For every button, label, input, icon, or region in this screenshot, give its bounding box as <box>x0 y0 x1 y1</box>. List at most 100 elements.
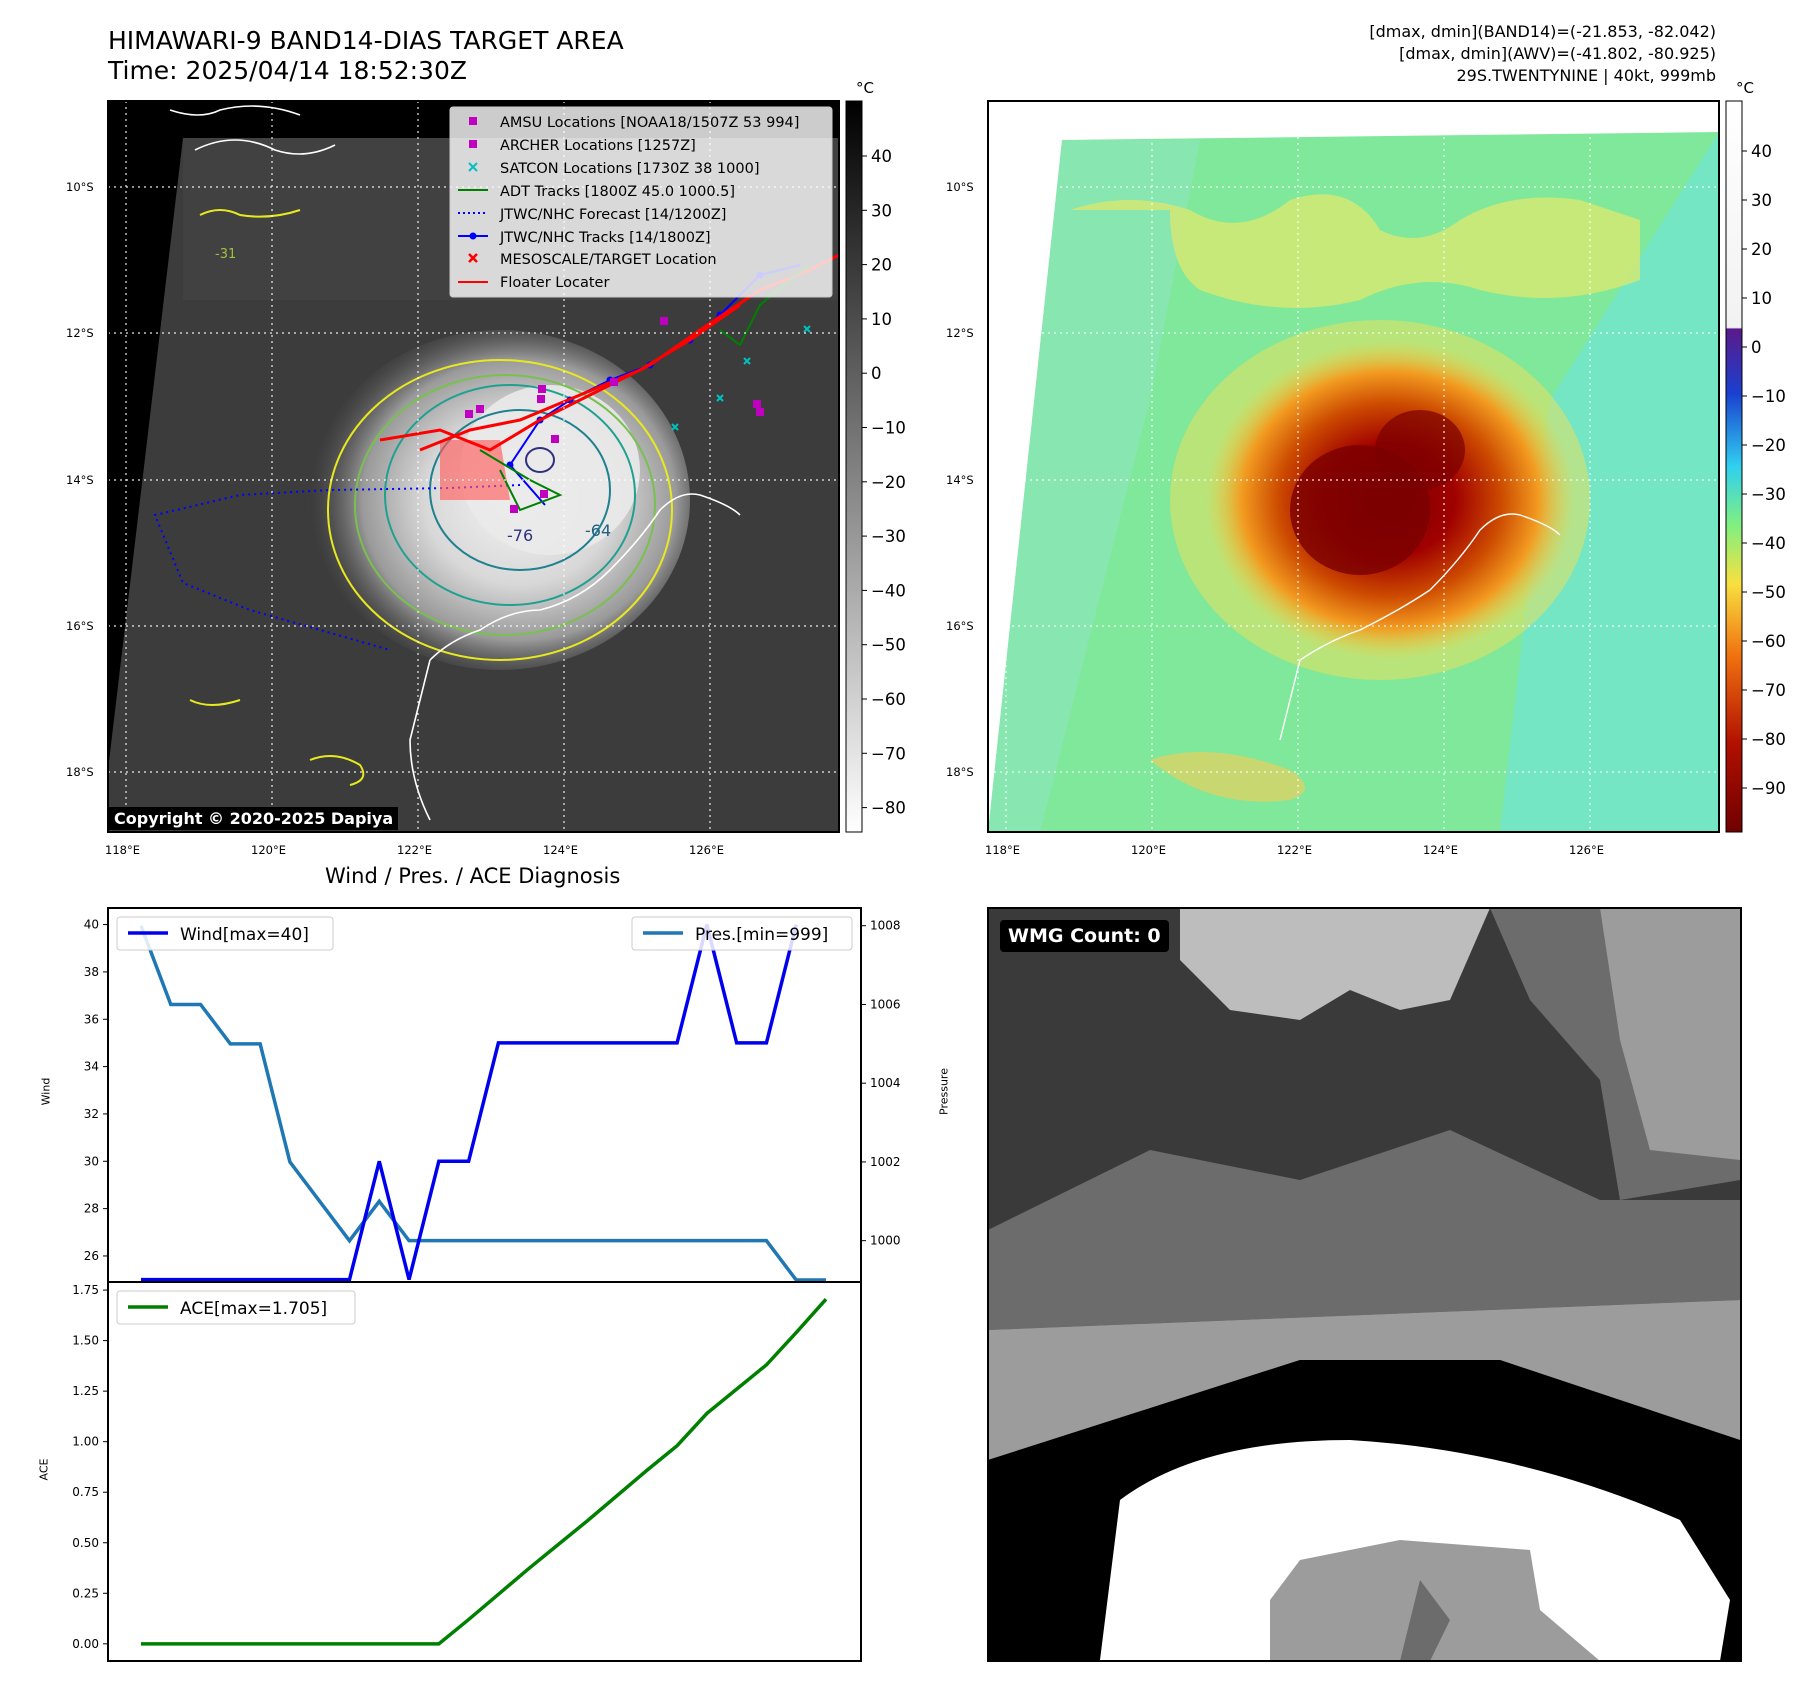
awv-colorbar: °C 40 30 20 10 0 −10 −20 −30 −40 −50 −60 −70 −80 −90 <box>1725 79 1786 833</box>
legend-item: MESOSCALE/TARGET Location <box>500 252 717 268</box>
svg-text:16°S: 16°S <box>946 619 974 633</box>
svg-text:°C: °C <box>1736 79 1754 97</box>
band14-range-label: [dmax, dmin](BAND14)=(-21.853, -82.042) <box>1369 22 1716 41</box>
awv-range-label: [dmax, dmin](AWV)=(-41.802, -80.925) <box>1399 44 1716 63</box>
svg-text:14°S: 14°S <box>946 473 974 487</box>
contour-label: -31 <box>215 247 236 262</box>
page-title: HIMAWARI-9 BAND14-DIAS TARGET AREA <box>108 26 624 55</box>
wind-tick-label: 32 <box>84 1107 99 1121</box>
legend-item: AMSU Locations [NOAA18/1507Z 53 994] <box>500 115 799 131</box>
legend-item: JTWC/NHC Forecast [14/1200Z] <box>499 207 726 223</box>
diagnosis-title: Wind / Pres. / ACE Diagnosis <box>325 864 621 888</box>
map-legend: AMSU Locations [NOAA18/1507Z 53 994] ARC… <box>449 106 833 298</box>
colorbar-tick-label: 10 <box>871 310 892 329</box>
colorbar-tick-label: 40 <box>871 147 892 166</box>
copyright-badge: Copyright © 2020-2025 Dapiya <box>109 807 399 830</box>
pressure-tick-label: 1000 <box>870 1234 901 1248</box>
colorbar-tick-label: −80 <box>871 799 906 818</box>
colorbar-tick-label: −30 <box>871 527 906 546</box>
colorbar-tick-label: 20 <box>871 256 892 275</box>
svg-text:10°S: 10°S <box>946 180 974 194</box>
wind-pressure-chart: 26 28 30 32 34 36 38 40 1000 1002 1004 1006 1008 Wi… <box>84 907 901 1283</box>
pressure-tick-label: 1004 <box>870 1076 901 1090</box>
legend-item: ADT Tracks [1800Z 45.0 1000.5] <box>500 184 735 200</box>
wmg-count-badge: WMG Count: 0 <box>1000 920 1169 952</box>
colorbar-tick-label: −10 <box>871 419 906 438</box>
wind-legend: Wind[max=40] <box>116 916 334 951</box>
svg-text:124°E: 124°E <box>543 843 578 857</box>
legend-item: ARCHER Locations [1257Z] <box>500 138 696 154</box>
wind-tick-label: 38 <box>84 965 99 979</box>
colorbar-tick-label: 0 <box>1751 338 1762 357</box>
wind-series-line <box>141 924 798 1282</box>
svg-text:120°E: 120°E <box>1131 843 1166 857</box>
colorbar-tick-label: −60 <box>871 690 906 709</box>
colorbar-tick-label: −70 <box>1751 681 1786 700</box>
svg-text:124°E: 124°E <box>1423 843 1458 857</box>
colorbar-tick-label: −50 <box>1751 583 1786 602</box>
legend-item: Floater Locater <box>500 275 609 291</box>
svg-text:120°E: 120°E <box>251 843 286 857</box>
time-label: Time: 2025/04/14 18:52:30Z <box>108 56 467 85</box>
ace-tick-label: 1.50 <box>72 1334 99 1348</box>
svg-text:°C: °C <box>856 79 874 97</box>
colorbar-tick-label: −50 <box>871 636 906 655</box>
ace-series-line <box>141 1298 828 1646</box>
awv-map: 118°E 120°E 122°E 124°E 126°E 10°S 12°S … <box>946 100 1720 857</box>
contour-label: -64 <box>585 521 611 540</box>
pressure-legend: Pres.[min=999] <box>631 916 853 951</box>
svg-text:122°E: 122°E <box>397 843 432 857</box>
colorbar-tick-label: −90 <box>1751 779 1786 798</box>
svg-text:14°S: 14°S <box>66 473 94 487</box>
wind-tick-label: 34 <box>84 1060 99 1074</box>
ace-tick-label: 0.00 <box>72 1637 99 1651</box>
band14-map: -76 -64 -31 <box>66 100 840 857</box>
colorbar-tick-label: −40 <box>871 581 906 600</box>
svg-text:126°E: 126°E <box>689 843 724 857</box>
colorbar-tick-label: −20 <box>871 473 906 492</box>
legend-item: SATCON Locations [1730Z 38 1000] <box>500 161 759 177</box>
ace-axis-label: ACE <box>37 1458 51 1481</box>
svg-text:12°S: 12°S <box>946 326 974 340</box>
pressure-series-line <box>139 925 826 1282</box>
ace-legend: ACE[max=1.705] <box>116 1290 356 1325</box>
svg-text:18°S: 18°S <box>66 765 94 779</box>
pressure-axis-label: Pressure <box>937 1068 951 1115</box>
ace-tick-label: 0.50 <box>72 1536 99 1550</box>
colorbar-tick-label: 30 <box>871 201 892 220</box>
pressure-tick-label: 1008 <box>870 919 901 933</box>
svg-text:118°E: 118°E <box>985 843 1020 857</box>
contour-label: -76 <box>507 526 533 545</box>
ace-chart: 0.00 0.25 0.50 0.75 1.00 1.25 1.50 1.75 ACE[max… <box>72 1281 862 1662</box>
legend-item: JTWC/NHC Tracks [14/1800Z] <box>499 230 711 246</box>
ace-tick-label: 0.25 <box>72 1586 99 1600</box>
colorbar-tick-label: 0 <box>871 364 882 383</box>
colorbar-tick-label: −10 <box>1751 387 1786 406</box>
ace-tick-label: 1.75 <box>72 1283 99 1297</box>
map2-axis-labels: 118°E 120°E 122°E 124°E 126°E 10°S 12°S … <box>946 180 1604 857</box>
pressure-tick-label: 1002 <box>870 1155 901 1169</box>
colorbar-tick-label: 10 <box>1751 289 1772 308</box>
colorbar-tick-label: −30 <box>1751 485 1786 504</box>
svg-text:126°E: 126°E <box>1569 843 1604 857</box>
svg-text:18°S: 18°S <box>946 765 974 779</box>
svg-text:10°S: 10°S <box>66 180 94 194</box>
svg-text:12°S: 12°S <box>66 326 94 340</box>
wind-tick-label: 36 <box>84 1012 99 1026</box>
wind-tick-label: 26 <box>84 1249 99 1263</box>
svg-text:122°E: 122°E <box>1277 843 1312 857</box>
wind-tick-label: 28 <box>84 1202 99 1216</box>
colorbar-tick-label: −20 <box>1751 436 1786 455</box>
ace-legend-label: ACE[max=1.705] <box>180 1299 327 1319</box>
band14-colorbar: °C 40 30 20 10 0 −10 −20 −30 −40 −50 −60 −70 −80 <box>845 79 906 833</box>
svg-text:118°E: 118°E <box>105 843 140 857</box>
colorbar-tick-label: 20 <box>1751 240 1772 259</box>
ace-tick-label: 0.75 <box>72 1485 99 1499</box>
wind-legend-label: Wind[max=40] <box>180 925 309 945</box>
pressure-legend-label: Pres.[min=999] <box>695 925 828 945</box>
svg-text:16°S: 16°S <box>66 619 94 633</box>
wind-tick-label: 30 <box>84 1154 99 1168</box>
wmg-panel <box>987 907 1742 1662</box>
wind-axis-label: Wind <box>39 1077 53 1106</box>
